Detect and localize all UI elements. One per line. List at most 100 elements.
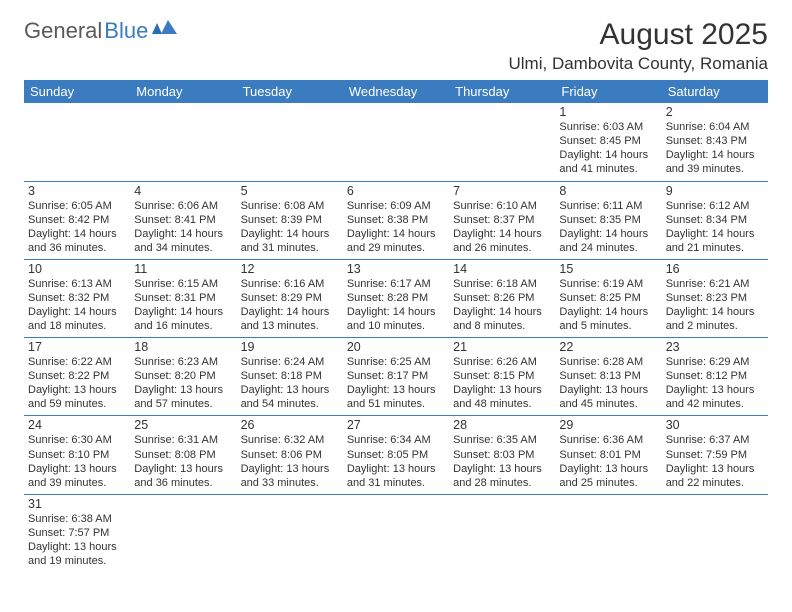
- weekday-header: Saturday: [662, 80, 768, 103]
- day-number: 9: [666, 184, 764, 198]
- day-info: Sunrise: 6:29 AMSunset: 8:12 PMDaylight:…: [666, 355, 764, 411]
- day-number: 29: [559, 418, 657, 432]
- day-info: Sunrise: 6:28 AMSunset: 8:13 PMDaylight:…: [559, 355, 657, 411]
- calendar-cell: 19Sunrise: 6:24 AMSunset: 8:18 PMDayligh…: [237, 338, 343, 416]
- calendar-cell: 14Sunrise: 6:18 AMSunset: 8:26 PMDayligh…: [449, 259, 555, 337]
- day-info: Sunrise: 6:22 AMSunset: 8:22 PMDaylight:…: [28, 355, 126, 411]
- calendar-cell: 27Sunrise: 6:34 AMSunset: 8:05 PMDayligh…: [343, 416, 449, 494]
- weekday-header: Tuesday: [237, 80, 343, 103]
- day-info: Sunrise: 6:35 AMSunset: 8:03 PMDaylight:…: [453, 433, 551, 489]
- day-info: Sunrise: 6:38 AMSunset: 7:57 PMDaylight:…: [28, 512, 126, 568]
- day-number: 10: [28, 262, 126, 276]
- calendar-cell: 1Sunrise: 6:03 AMSunset: 8:45 PMDaylight…: [555, 103, 661, 181]
- day-info: Sunrise: 6:03 AMSunset: 8:45 PMDaylight:…: [559, 120, 657, 176]
- day-number: 5: [241, 184, 339, 198]
- calendar-header-row: SundayMondayTuesdayWednesdayThursdayFrid…: [24, 80, 768, 103]
- day-number: 24: [28, 418, 126, 432]
- day-info: Sunrise: 6:34 AMSunset: 8:05 PMDaylight:…: [347, 433, 445, 489]
- calendar-cell: 25Sunrise: 6:31 AMSunset: 8:08 PMDayligh…: [130, 416, 236, 494]
- calendar-cell-empty: [449, 103, 555, 181]
- calendar-cell: 5Sunrise: 6:08 AMSunset: 8:39 PMDaylight…: [237, 181, 343, 259]
- logo: GeneralBlue: [24, 18, 178, 44]
- day-info: Sunrise: 6:05 AMSunset: 8:42 PMDaylight:…: [28, 199, 126, 255]
- day-info: Sunrise: 6:32 AMSunset: 8:06 PMDaylight:…: [241, 433, 339, 489]
- day-info: Sunrise: 6:25 AMSunset: 8:17 PMDaylight:…: [347, 355, 445, 411]
- day-info: Sunrise: 6:30 AMSunset: 8:10 PMDaylight:…: [28, 433, 126, 489]
- day-info: Sunrise: 6:19 AMSunset: 8:25 PMDaylight:…: [559, 277, 657, 333]
- day-info: Sunrise: 6:10 AMSunset: 8:37 PMDaylight:…: [453, 199, 551, 255]
- calendar-cell: 12Sunrise: 6:16 AMSunset: 8:29 PMDayligh…: [237, 259, 343, 337]
- day-number: 30: [666, 418, 764, 432]
- calendar-cell: 31Sunrise: 6:38 AMSunset: 7:57 PMDayligh…: [24, 494, 130, 572]
- calendar-cell-empty: [343, 103, 449, 181]
- calendar-cell-empty: [24, 103, 130, 181]
- day-number: 25: [134, 418, 232, 432]
- calendar-cell: 17Sunrise: 6:22 AMSunset: 8:22 PMDayligh…: [24, 338, 130, 416]
- day-info: Sunrise: 6:26 AMSunset: 8:15 PMDaylight:…: [453, 355, 551, 411]
- day-number: 1: [559, 105, 657, 119]
- day-number: 27: [347, 418, 445, 432]
- calendar-cell: 30Sunrise: 6:37 AMSunset: 7:59 PMDayligh…: [662, 416, 768, 494]
- weekday-header: Monday: [130, 80, 236, 103]
- weekday-header: Sunday: [24, 80, 130, 103]
- calendar-cell-empty: [237, 103, 343, 181]
- calendar-cell: 13Sunrise: 6:17 AMSunset: 8:28 PMDayligh…: [343, 259, 449, 337]
- logo-text-general: General: [24, 18, 102, 44]
- day-number: 18: [134, 340, 232, 354]
- calendar-cell-empty: [130, 103, 236, 181]
- day-info: Sunrise: 6:16 AMSunset: 8:29 PMDaylight:…: [241, 277, 339, 333]
- calendar-cell: 11Sunrise: 6:15 AMSunset: 8:31 PMDayligh…: [130, 259, 236, 337]
- day-number: 13: [347, 262, 445, 276]
- day-number: 11: [134, 262, 232, 276]
- calendar-cell: 6Sunrise: 6:09 AMSunset: 8:38 PMDaylight…: [343, 181, 449, 259]
- calendar-cell: 29Sunrise: 6:36 AMSunset: 8:01 PMDayligh…: [555, 416, 661, 494]
- day-number: 6: [347, 184, 445, 198]
- weekday-header: Wednesday: [343, 80, 449, 103]
- day-number: 15: [559, 262, 657, 276]
- day-info: Sunrise: 6:12 AMSunset: 8:34 PMDaylight:…: [666, 199, 764, 255]
- day-number: 19: [241, 340, 339, 354]
- calendar-body: 1Sunrise: 6:03 AMSunset: 8:45 PMDaylight…: [24, 103, 768, 572]
- day-info: Sunrise: 6:18 AMSunset: 8:26 PMDaylight:…: [453, 277, 551, 333]
- calendar-cell: 7Sunrise: 6:10 AMSunset: 8:37 PMDaylight…: [449, 181, 555, 259]
- calendar-cell: 22Sunrise: 6:28 AMSunset: 8:13 PMDayligh…: [555, 338, 661, 416]
- day-number: 20: [347, 340, 445, 354]
- month-title: August 2025: [509, 18, 769, 52]
- calendar-cell-empty: [449, 494, 555, 572]
- day-number: 23: [666, 340, 764, 354]
- header: GeneralBlue August 2025 Ulmi, Dambovita …: [24, 18, 768, 74]
- calendar-cell: 26Sunrise: 6:32 AMSunset: 8:06 PMDayligh…: [237, 416, 343, 494]
- calendar-cell: 9Sunrise: 6:12 AMSunset: 8:34 PMDaylight…: [662, 181, 768, 259]
- weekday-header: Friday: [555, 80, 661, 103]
- day-number: 22: [559, 340, 657, 354]
- flag-icon: [152, 18, 178, 44]
- day-number: 31: [28, 497, 126, 511]
- day-number: 3: [28, 184, 126, 198]
- calendar-cell: 15Sunrise: 6:19 AMSunset: 8:25 PMDayligh…: [555, 259, 661, 337]
- day-info: Sunrise: 6:04 AMSunset: 8:43 PMDaylight:…: [666, 120, 764, 176]
- day-info: Sunrise: 6:24 AMSunset: 8:18 PMDaylight:…: [241, 355, 339, 411]
- day-info: Sunrise: 6:23 AMSunset: 8:20 PMDaylight:…: [134, 355, 232, 411]
- calendar-cell: 3Sunrise: 6:05 AMSunset: 8:42 PMDaylight…: [24, 181, 130, 259]
- day-info: Sunrise: 6:21 AMSunset: 8:23 PMDaylight:…: [666, 277, 764, 333]
- calendar-cell: 4Sunrise: 6:06 AMSunset: 8:41 PMDaylight…: [130, 181, 236, 259]
- calendar-table: SundayMondayTuesdayWednesdayThursdayFrid…: [24, 80, 768, 572]
- day-number: 8: [559, 184, 657, 198]
- calendar-cell: 21Sunrise: 6:26 AMSunset: 8:15 PMDayligh…: [449, 338, 555, 416]
- day-info: Sunrise: 6:11 AMSunset: 8:35 PMDaylight:…: [559, 199, 657, 255]
- calendar-cell: 8Sunrise: 6:11 AMSunset: 8:35 PMDaylight…: [555, 181, 661, 259]
- calendar-cell: 23Sunrise: 6:29 AMSunset: 8:12 PMDayligh…: [662, 338, 768, 416]
- weekday-header: Thursday: [449, 80, 555, 103]
- day-number: 21: [453, 340, 551, 354]
- day-number: 12: [241, 262, 339, 276]
- day-number: 2: [666, 105, 764, 119]
- day-info: Sunrise: 6:15 AMSunset: 8:31 PMDaylight:…: [134, 277, 232, 333]
- day-number: 7: [453, 184, 551, 198]
- day-info: Sunrise: 6:31 AMSunset: 8:08 PMDaylight:…: [134, 433, 232, 489]
- location: Ulmi, Dambovita County, Romania: [509, 54, 769, 74]
- day-info: Sunrise: 6:37 AMSunset: 7:59 PMDaylight:…: [666, 433, 764, 489]
- logo-text-blue: Blue: [104, 18, 148, 44]
- calendar-cell: 20Sunrise: 6:25 AMSunset: 8:17 PMDayligh…: [343, 338, 449, 416]
- day-info: Sunrise: 6:17 AMSunset: 8:28 PMDaylight:…: [347, 277, 445, 333]
- day-info: Sunrise: 6:13 AMSunset: 8:32 PMDaylight:…: [28, 277, 126, 333]
